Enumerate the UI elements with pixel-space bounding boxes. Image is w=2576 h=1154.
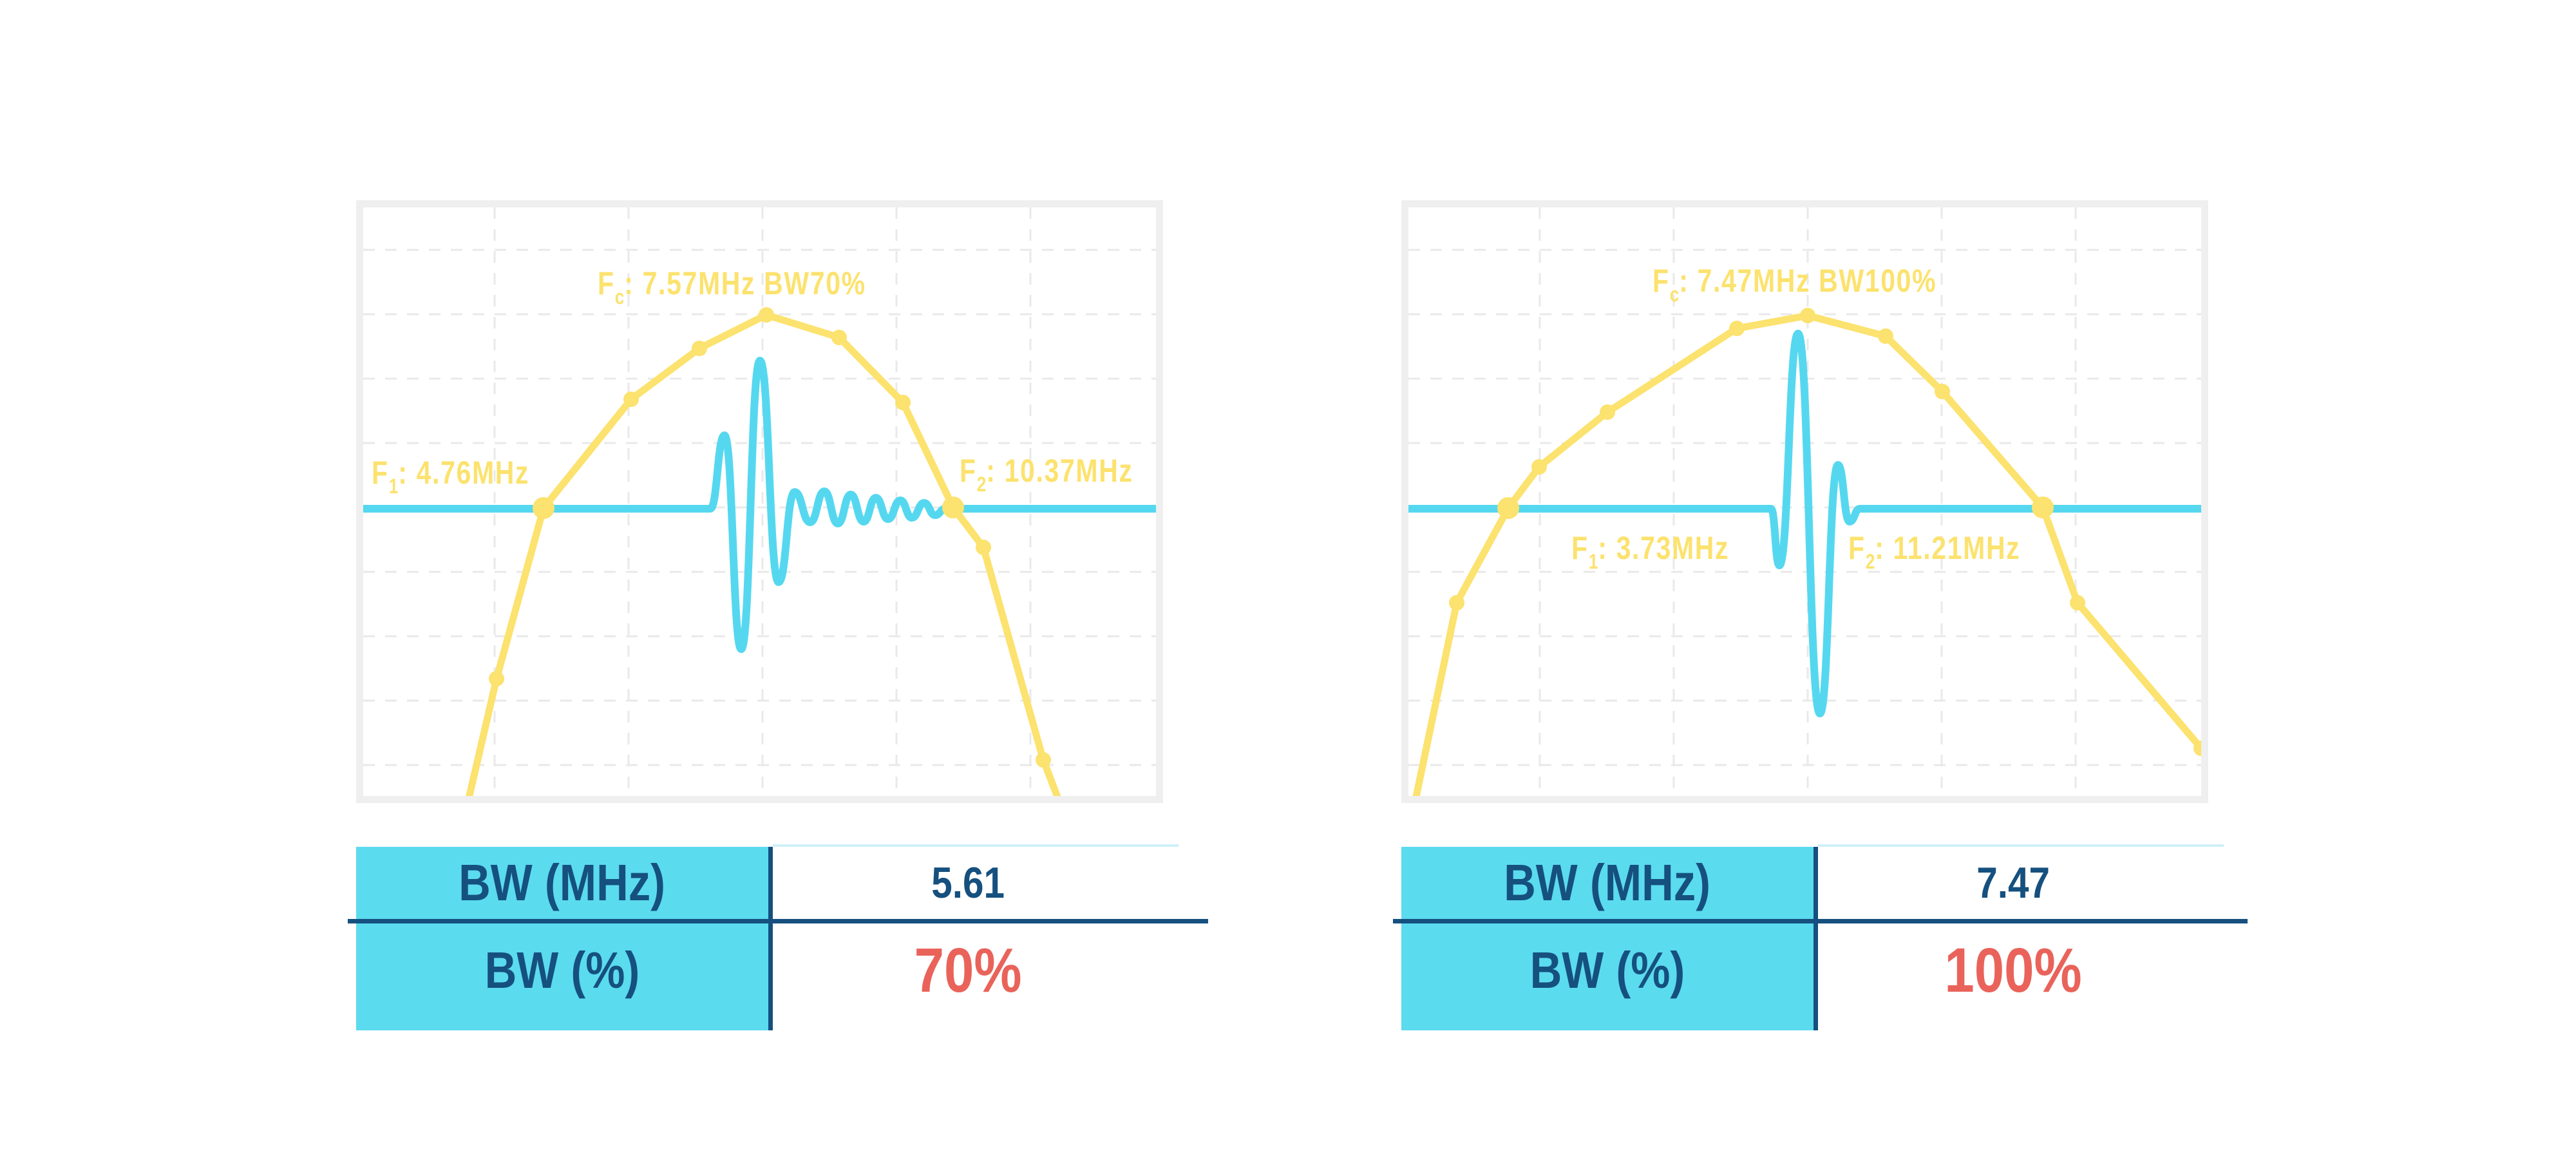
table-label-column-fill (356, 847, 768, 1030)
annotation-subscript: 1 (388, 475, 399, 498)
bandwidth-table: BW (MHz) 7.47 BW (%) 100% (1393, 844, 2248, 1030)
center-frequency-annotation: Fc: 7.47MHz BW100% (1653, 263, 1937, 305)
spectrum-chart-bw70: Fc: 7.57MHz BW70% F1: 4.76MHz F2: 10.37M… (356, 200, 1163, 803)
f2-annotation: F2: 11.21MHz (1848, 530, 2021, 572)
chart-canvas (356, 200, 1163, 803)
annotation-text: : 10.37MHz (986, 453, 1133, 489)
table-value-bw-mhz: 7.47 (1818, 847, 2208, 919)
annotation-prefix: F (1848, 530, 1866, 566)
annotation-text: : 7.57MHz BW70% (624, 265, 866, 301)
annotation-prefix: F (598, 265, 615, 301)
f1-annotation: F1: 3.73MHz (1571, 530, 1730, 572)
table-label-column-fill (1401, 847, 1814, 1030)
annotation-subscript: 2 (1865, 550, 1875, 573)
annotation-subscript: c (1669, 283, 1680, 306)
table-value-bw-mhz: 5.61 (773, 847, 1163, 919)
table-top-rule (1818, 844, 2224, 847)
table-row-divider (348, 919, 1208, 923)
panel-bw70: Fc: 7.57MHz BW70% F1: 4.76MHz F2: 10.37M… (348, 200, 1208, 1037)
table-label-text: BW (%) (484, 941, 640, 999)
annotation-subscript: 2 (976, 473, 987, 496)
bandwidth-table: BW (MHz) 5.61 BW (%) 70% (348, 844, 1208, 1030)
table-value-text: 7.47 (1976, 858, 2050, 907)
annotation-text: : 7.47MHz BW100% (1679, 263, 1937, 299)
annotation-text: : 11.21MHz (1875, 530, 2021, 566)
table-value-text: 5.61 (931, 858, 1005, 907)
annotation-subscript: 1 (1588, 550, 1598, 573)
annotation-prefix: F (372, 455, 389, 491)
table-label-text: BW (%) (1530, 941, 1685, 999)
annotation-text: : 4.76MHz (398, 455, 530, 491)
panel-bw100: Fc: 7.47MHz BW100% F1: 3.73MHz F2: 11.21… (1393, 200, 2248, 1037)
table-row-label-bw-percent: BW (%) (1401, 923, 1814, 1030)
annotation-subscript: c (614, 285, 625, 308)
table-column-divider (1814, 847, 1818, 1030)
table-value-text: 70% (914, 935, 1022, 1005)
table-top-rule (773, 844, 1179, 847)
table-row-divider (1393, 919, 2248, 923)
table-row-label-bw-mhz: BW (MHz) (356, 847, 768, 919)
table-row-label-bw-mhz: BW (MHz) (1401, 847, 1814, 919)
spectrum-chart-bw100: Fc: 7.47MHz BW100% F1: 3.73MHz F2: 11.21… (1401, 200, 2208, 803)
table-row-label-bw-percent: BW (%) (356, 923, 768, 1030)
f1-annotation: F1: 4.76MHz (372, 455, 530, 497)
table-column-divider (768, 847, 773, 1030)
annotation-prefix: F (1571, 530, 1589, 566)
table-label-text: BW (MHz) (1504, 854, 1711, 911)
f2-annotation: F2: 10.37MHz (960, 453, 1133, 495)
annotation-prefix: F (960, 453, 977, 489)
table-label-text: BW (MHz) (459, 854, 666, 911)
table-value-text: 100% (1944, 935, 2082, 1005)
center-frequency-annotation: Fc: 7.57MHz BW70% (598, 265, 866, 307)
table-value-bw-percent: 100% (1818, 923, 2208, 1030)
table-value-bw-percent: 70% (773, 923, 1163, 1030)
chart-canvas (1401, 200, 2208, 803)
annotation-text: : 3.73MHz (1598, 530, 1730, 566)
annotation-prefix: F (1653, 263, 1670, 299)
